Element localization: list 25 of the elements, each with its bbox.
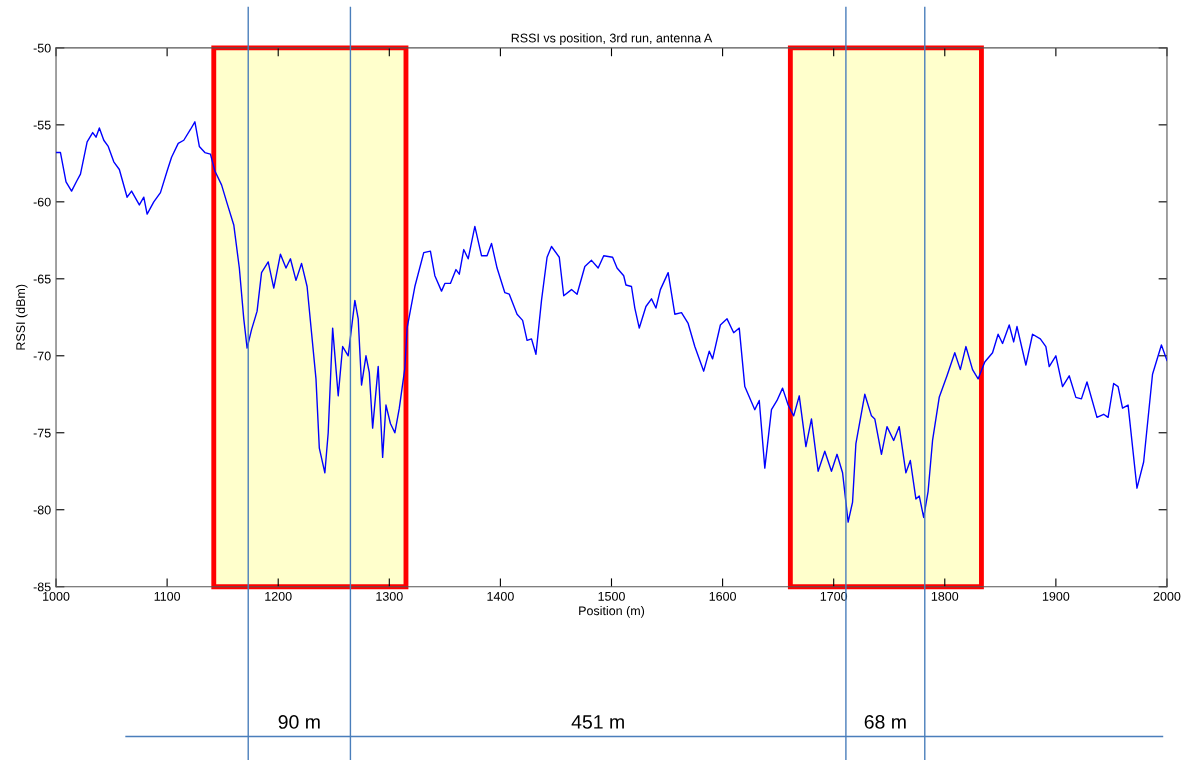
x-tick-label: 1600 [709,591,737,601]
text: 68 m [864,715,906,729]
text: 451 m [571,715,624,729]
chart-title: RSSI vs position, 3rd run, antenna A [511,33,713,45]
x-tick-label: 1000 [43,591,70,601]
x-tick-label: 2000 [1153,591,1181,601]
x-tick-label: 1300 [376,591,403,601]
x-tick-label: 1400 [487,591,514,601]
x-tick-label: 1100 [154,591,181,601]
x-tick-label: 1900 [1042,591,1070,601]
x-tick-label: 1500 [598,591,625,601]
x-axis-title: Position (m) [579,606,645,618]
x-tick-label: 1200 [265,591,292,601]
y-tick-label: -85 [33,582,51,592]
y-tick-label: -75 [33,428,51,438]
y-tick-label: -80 [33,505,51,515]
y-tick-label: -50 [33,43,51,53]
y-tick-label: -70 [33,351,51,361]
y-tick-label: -60 [33,197,51,207]
line-series [56,121,1167,523]
x-tick-label: 1800 [931,591,959,601]
text: 90 m [278,715,320,729]
y-tick-label: -65 [33,274,51,284]
y-tick-label: -55 [33,120,51,130]
y-axis-title: RSSI (dBm) [15,284,28,350]
